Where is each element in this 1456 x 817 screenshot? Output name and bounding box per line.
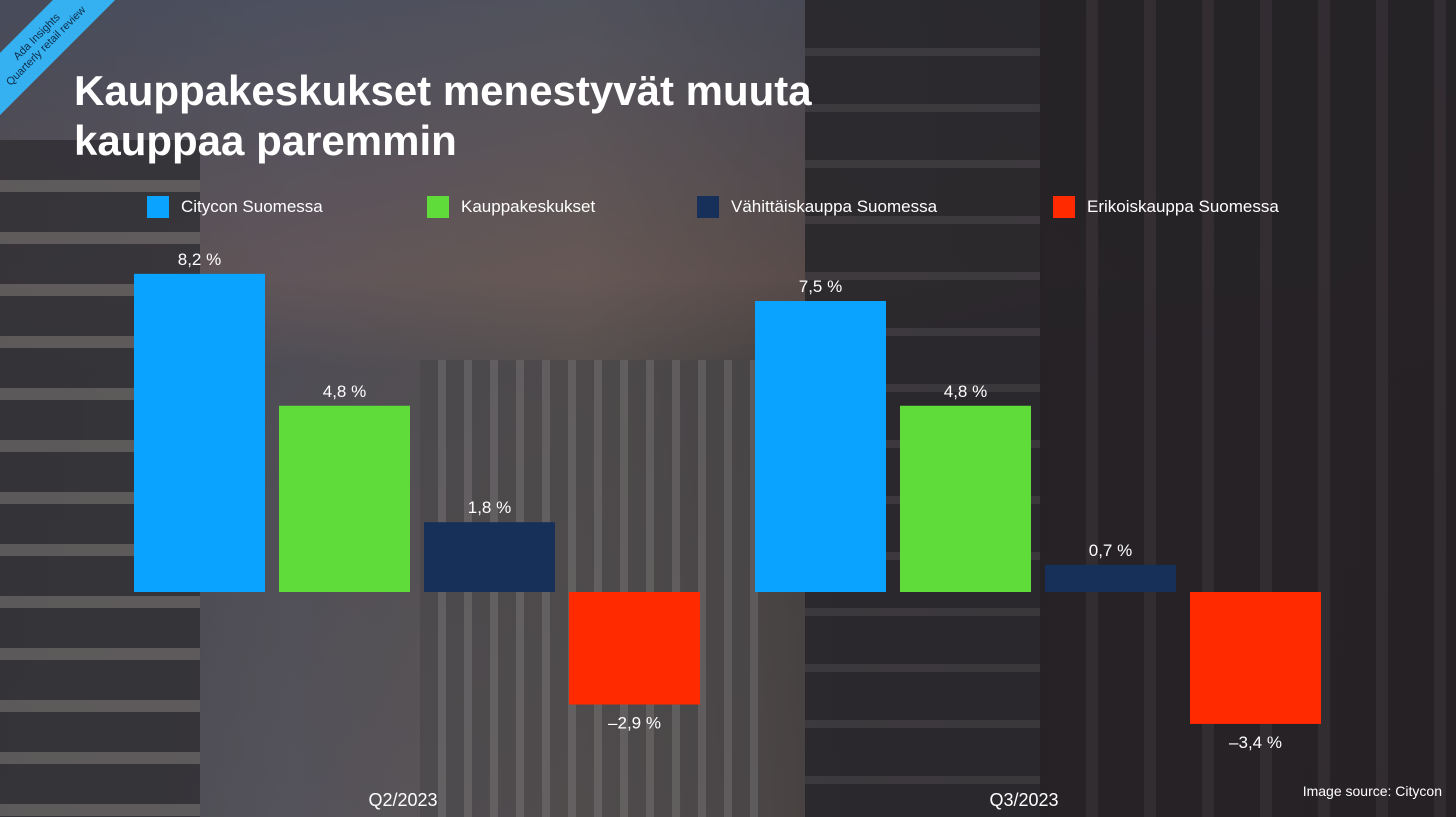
- bar-erikoiskauppa-q3: [1190, 592, 1321, 724]
- bar-kauppakeskukset-q2: [279, 405, 410, 592]
- legend-item-erikoiskauppa: Erikoiskauppa Suomessa: [1053, 192, 1279, 222]
- category-label-q3: Q3/2023: [989, 790, 1058, 810]
- data-label-kauppakeskukset-q2: 4,8 %: [323, 382, 366, 401]
- data-label-vahittaiskauppa-q2: 1,8 %: [468, 498, 511, 517]
- legend-label-vahittaiskauppa: Vähittäiskauppa Suomessa: [731, 197, 938, 216]
- legend-label-citycon: Citycon Suomessa: [181, 197, 323, 216]
- image-source-note: Image source: Citycon: [1302, 783, 1442, 799]
- data-label-kauppakeskukset-q3: 4,8 %: [944, 382, 987, 401]
- bar-erikoiskauppa-q2: [569, 592, 700, 705]
- bar-vahittaiskauppa-q3: [1045, 564, 1176, 592]
- bar-citycon-q3: [755, 301, 886, 592]
- legend-item-citycon: Citycon Suomessa: [147, 192, 323, 222]
- bar-vahittaiskauppa-q2: [424, 522, 555, 592]
- legend-swatch-erikoiskauppa: [1053, 196, 1075, 218]
- category-label-q2: Q2/2023: [368, 790, 437, 810]
- chart-title: Kauppakeskukset menestyvät muuta kauppaa…: [74, 67, 812, 164]
- legend-label-kauppakeskukset: Kauppakeskukset: [461, 197, 596, 216]
- data-label-vahittaiskauppa-q3: 0,7 %: [1089, 541, 1132, 560]
- data-label-erikoiskauppa-q2: –2,9 %: [608, 714, 661, 733]
- data-label-citycon-q3: 7,5 %: [799, 277, 842, 296]
- legend-swatch-kauppakeskukset: [427, 196, 449, 218]
- bar-kauppakeskukset-q3: [900, 405, 1031, 592]
- legend-item-kauppakeskukset: Kauppakeskukset: [427, 192, 595, 222]
- data-label-erikoiskauppa-q3: –3,4 %: [1229, 733, 1282, 752]
- chart-legend: Citycon Suomessa Kauppakeskukset Vähittä…: [0, 192, 1456, 224]
- legend-swatch-citycon: [147, 196, 169, 218]
- legend-item-vahittaiskauppa: Vähittäiskauppa Suomessa: [697, 192, 937, 222]
- data-label-citycon-q2: 8,2 %: [178, 250, 221, 269]
- legend-swatch-vahittaiskauppa: [697, 196, 719, 218]
- legend-label-erikoiskauppa: Erikoiskauppa Suomessa: [1087, 197, 1279, 216]
- bar-citycon-q2: [134, 273, 265, 592]
